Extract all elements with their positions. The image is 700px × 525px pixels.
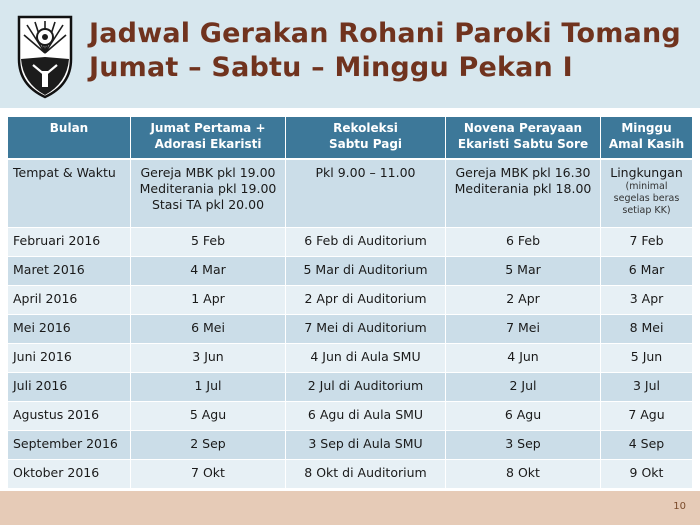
header-line: Amal Kasih	[608, 137, 685, 151]
table-row: Mei 2016 6 Mei 7 Mei di Auditorium 7 Mei…	[7, 314, 693, 344]
cell-jumat: 3 Jun	[130, 343, 286, 373]
table-row: Juli 2016 1 Jul 2 Jul di Auditorium 2 Ju…	[7, 372, 693, 402]
cell-minggu: 3 Apr	[600, 285, 693, 315]
minggu-note-line: setiap KK)	[622, 205, 671, 216]
cell-month: Agustus 2016	[7, 401, 131, 431]
cell-jumat: 6 Mei	[130, 314, 286, 344]
cell-novena: 3 Sep	[445, 430, 601, 460]
cell-month: Oktober 2016	[7, 459, 131, 489]
cell-novena: 2 Jul	[445, 372, 601, 402]
cell-minggu: 5 Jun	[600, 343, 693, 373]
cell-minggu: 8 Mei	[600, 314, 693, 344]
column-header-novena: Novena Perayaan Ekaristi Sabtu Sore	[445, 116, 601, 160]
cell-novena: 2 Apr	[445, 285, 601, 315]
slide-title-line-1: Jadwal Gerakan Rohani Paroki Tomang	[89, 18, 681, 49]
cell-line: Gereja MBK pkl 19.00	[140, 165, 276, 180]
cell-novena: 7 Mei	[445, 314, 601, 344]
cell-line: Gereja MBK pkl 16.30	[455, 165, 591, 180]
cell-rekoleksi: 4 Jun di Aula SMU	[285, 343, 446, 373]
cell-jumat-locations: Gereja MBK pkl 19.00 Mediterania pkl 19.…	[130, 158, 286, 228]
header-line: Bulan	[49, 121, 89, 135]
table-row: Juni 2016 3 Jun 4 Jun di Aula SMU 4 Jun …	[7, 343, 693, 373]
cell-minggu: 7 Feb	[600, 227, 693, 257]
cell-novena: 6 Feb	[445, 227, 601, 257]
minggu-note-line: segelas beras	[613, 193, 680, 204]
cell-jumat: 4 Mar	[130, 256, 286, 286]
cell-line: Mediterania pkl 19.00	[139, 181, 277, 196]
slide-header: Jadwal Gerakan Rohani Paroki Tomang Juma…	[0, 0, 700, 108]
column-header-rekoleksi: Rekoleksi Sabtu Pagi	[285, 116, 446, 160]
cell-tempat-waktu-label: Tempat & Waktu	[7, 158, 131, 228]
column-header-bulan: Bulan	[7, 116, 131, 160]
cell-month: September 2016	[7, 430, 131, 460]
parish-emblem-icon	[17, 15, 73, 99]
cell-line: Mediterania pkl 18.00	[454, 181, 592, 196]
cell-minggu-info: Lingkungan (minimal segelas beras setiap…	[600, 158, 693, 228]
table-row: Februari 2016 5 Feb 6 Feb di Auditorium …	[7, 227, 693, 257]
cell-minggu: 3 Jul	[600, 372, 693, 402]
table-row: Agustus 2016 5 Agu 6 Agu di Aula SMU 6 A…	[7, 401, 693, 431]
cell-rekoleksi: 7 Mei di Auditorium	[285, 314, 446, 344]
table-row: April 2016 1 Apr 2 Apr di Auditorium 2 A…	[7, 285, 693, 315]
cell-novena: 8 Okt	[445, 459, 601, 489]
column-header-jumat-pertama: Jumat Pertama + Adorasi Ekaristi	[130, 116, 286, 160]
cell-line: Pkl 9.00 – 11.00	[315, 165, 416, 180]
header-line: Ekaristi Sabtu Sore	[457, 137, 589, 151]
header-line: Novena Perayaan	[463, 121, 583, 135]
cell-jumat: 1 Jul	[130, 372, 286, 402]
table-row: September 2016 2 Sep 3 Sep di Aula SMU 3…	[7, 430, 693, 460]
table-header-row: Bulan Jumat Pertama + Adorasi Ekaristi R…	[7, 116, 693, 160]
page-number: 10	[673, 501, 686, 512]
cell-rekoleksi: 2 Apr di Auditorium	[285, 285, 446, 315]
cell-rekoleksi: 6 Feb di Auditorium	[285, 227, 446, 257]
column-header-minggu: Minggu Amal Kasih	[600, 116, 693, 160]
header-line: Adorasi Ekaristi	[154, 137, 262, 151]
slide-title: Jadwal Gerakan Rohani Paroki Tomang Juma…	[89, 17, 681, 85]
cell-rekoleksi: 8 Okt di Auditorium	[285, 459, 446, 489]
cell-jumat: 7 Okt	[130, 459, 286, 489]
table-row: Maret 2016 4 Mar 5 Mar di Auditorium 5 M…	[7, 256, 693, 286]
header-line: Sabtu Pagi	[328, 137, 403, 151]
cell-rekoleksi-time: Pkl 9.00 – 11.00	[285, 158, 446, 228]
cell-novena: 4 Jun	[445, 343, 601, 373]
cell-jumat: 5 Feb	[130, 227, 286, 257]
cell-minggu: 6 Mar	[600, 256, 693, 286]
minggu-note-line: (minimal	[625, 181, 668, 192]
cell-rekoleksi: 2 Jul di Auditorium	[285, 372, 446, 402]
cell-month: Juni 2016	[7, 343, 131, 373]
header-line: Jumat Pertama +	[150, 121, 266, 135]
cell-month: Mei 2016	[7, 314, 131, 344]
header-line: Minggu	[621, 121, 672, 135]
schedule-table: Bulan Jumat Pertama + Adorasi Ekaristi R…	[7, 116, 693, 489]
cell-month: Juli 2016	[7, 372, 131, 402]
cell-rekoleksi: 6 Agu di Aula SMU	[285, 401, 446, 431]
slide-title-line-2: Jumat – Sabtu – Minggu Pekan I	[89, 52, 573, 83]
cell-line: Lingkungan	[610, 165, 683, 180]
cell-month: Maret 2016	[7, 256, 131, 286]
cell-minggu: 9 Okt	[600, 459, 693, 489]
table-row: Oktober 2016 7 Okt 8 Okt di Auditorium 8…	[7, 459, 693, 489]
cell-month: Februari 2016	[7, 227, 131, 257]
cell-line: Stasi TA pkl 20.00	[151, 197, 265, 212]
cell-jumat: 5 Agu	[130, 401, 286, 431]
cell-novena: 5 Mar	[445, 256, 601, 286]
table-row-tempat-waktu: Tempat & Waktu Gereja MBK pkl 19.00 Medi…	[7, 158, 693, 228]
cell-rekoleksi: 5 Mar di Auditorium	[285, 256, 446, 286]
cell-novena-locations: Gereja MBK pkl 16.30 Mediterania pkl 18.…	[445, 158, 601, 228]
slide-footer: 10	[0, 491, 700, 525]
cell-month: April 2016	[7, 285, 131, 315]
cell-jumat: 2 Sep	[130, 430, 286, 460]
cell-minggu: 4 Sep	[600, 430, 693, 460]
header-line: Rekoleksi	[333, 121, 398, 135]
cell-rekoleksi: 3 Sep di Aula SMU	[285, 430, 446, 460]
cell-jumat: 1 Apr	[130, 285, 286, 315]
cell-minggu: 7 Agu	[600, 401, 693, 431]
cell-novena: 6 Agu	[445, 401, 601, 431]
